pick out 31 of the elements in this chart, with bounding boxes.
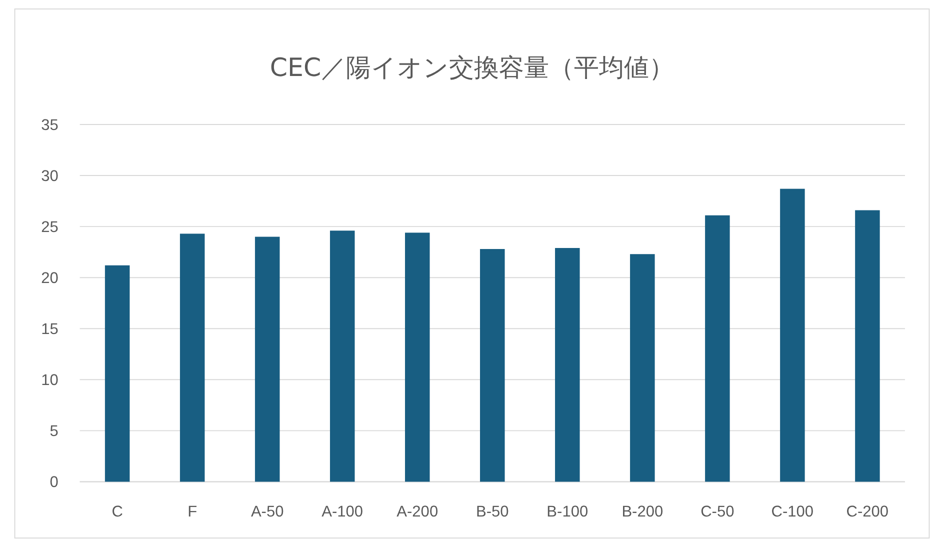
bar [855,210,880,482]
x-tick-label: A-100 [322,504,364,521]
bar [104,265,130,482]
x-tick-label: F [188,504,198,521]
x-tick-label: C [112,504,123,521]
x-tick-label: B-200 [622,504,664,521]
bar [480,249,505,482]
y-tick-label: 20 [41,270,59,288]
bar [180,234,205,482]
bar [555,248,580,482]
x-tick-label: C-50 [700,504,735,521]
y-tick-label: 30 [41,168,59,185]
bar [330,230,355,482]
x-tick-label: B-50 [476,504,510,521]
y-tick-label: 35 [41,116,58,134]
bar [705,215,730,482]
y-tick-label: 15 [41,321,58,338]
x-tick-label: C-100 [771,504,814,521]
bar [404,232,430,482]
bar [254,236,280,482]
y-tick-label: 5 [50,423,58,440]
y-tick-label: 10 [41,372,59,390]
x-tick-label: B-100 [546,504,588,521]
x-tick-label: A-50 [250,504,284,521]
bar [630,254,655,482]
chart-title: CEC／陽イオン交換容量（平均値） [270,52,674,82]
y-tick-label: 0 [50,474,59,492]
y-tick-label: 25 [41,218,58,236]
x-tick-label: A-200 [396,504,438,521]
bar [780,188,805,482]
x-tick-label: C-200 [846,504,889,521]
